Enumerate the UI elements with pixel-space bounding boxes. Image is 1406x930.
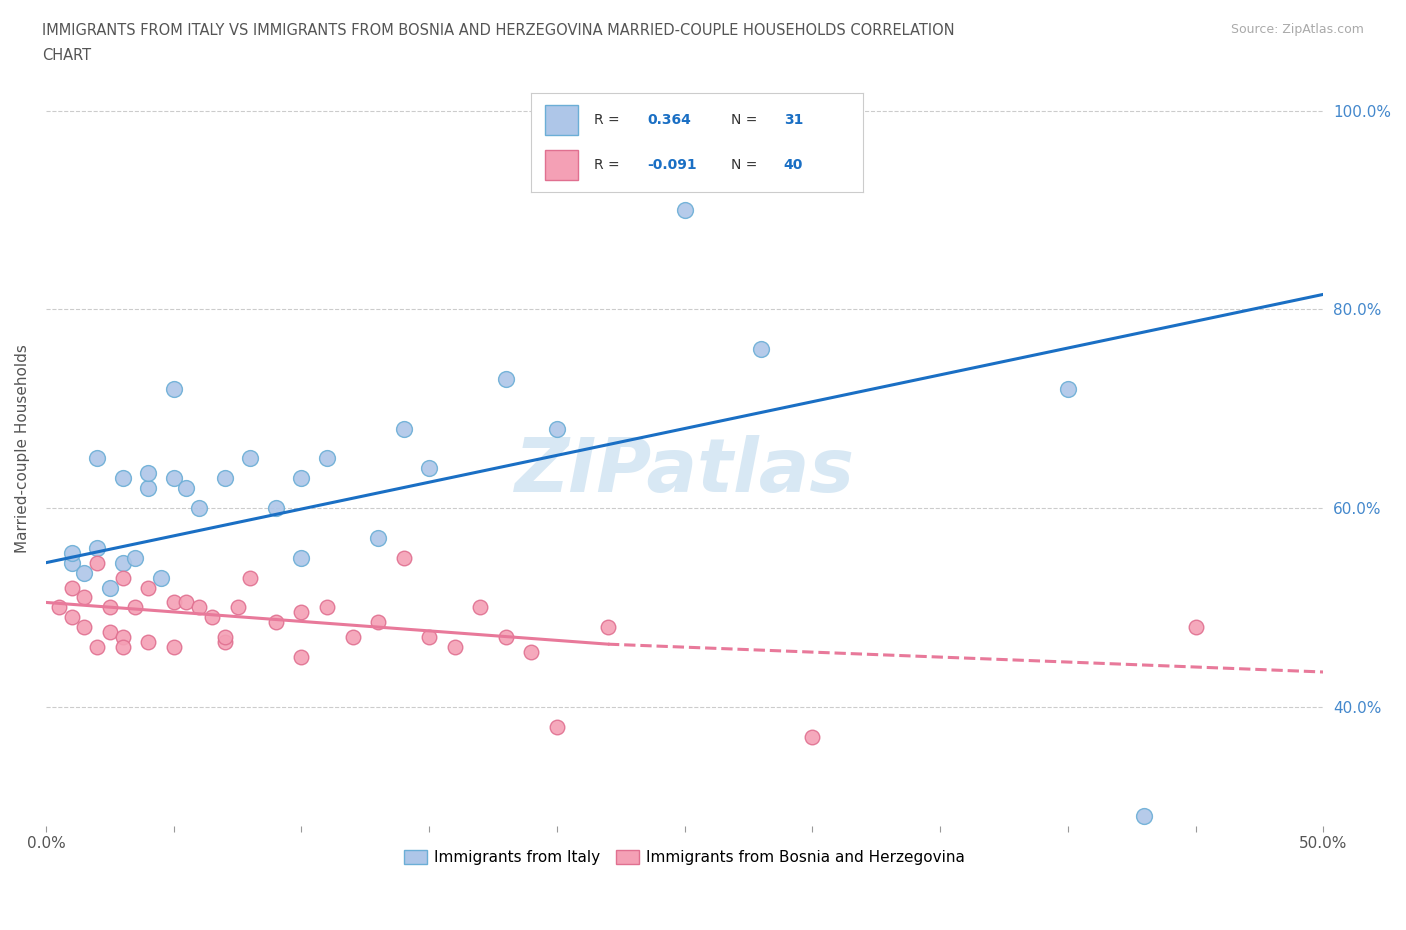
Point [264, 615, 287, 630]
Point [60, 580, 83, 595]
Point [214, 630, 236, 644]
Point [1184, 619, 1206, 634]
Point [290, 650, 312, 665]
Point [124, 551, 146, 565]
Point [136, 466, 159, 481]
Point [73, 590, 96, 604]
Point [214, 471, 236, 485]
Point [342, 630, 364, 644]
Point [60, 555, 83, 570]
Point [73, 565, 96, 580]
Point [111, 640, 134, 655]
Text: Source: ZipAtlas.com: Source: ZipAtlas.com [1230, 23, 1364, 36]
Point [111, 555, 134, 570]
Point [495, 630, 517, 644]
Point [495, 371, 517, 386]
Point [86, 640, 108, 655]
Point [1056, 381, 1078, 396]
Point [264, 500, 287, 515]
Point [596, 619, 619, 634]
Point [470, 600, 492, 615]
Point [48, 600, 70, 615]
Point [290, 604, 312, 619]
Point [98, 580, 121, 595]
Point [188, 500, 211, 515]
Point [214, 635, 236, 650]
Legend: Immigrants from Italy, Immigrants from Bosnia and Herzegovina: Immigrants from Italy, Immigrants from B… [398, 844, 972, 871]
Point [163, 640, 186, 655]
Text: ZIPatlas: ZIPatlas [515, 434, 855, 508]
Point [86, 540, 108, 555]
Point [392, 421, 415, 436]
Point [801, 729, 824, 744]
Point [136, 635, 159, 650]
Point [86, 555, 108, 570]
Point [316, 451, 339, 466]
Point [176, 481, 198, 496]
Point [749, 341, 772, 356]
Point [367, 615, 389, 630]
Point [226, 600, 249, 615]
Point [290, 471, 312, 485]
Point [546, 421, 568, 436]
Point [60, 610, 83, 625]
Point [239, 570, 262, 585]
Y-axis label: Married-couple Households: Married-couple Households [15, 344, 30, 552]
Point [316, 600, 339, 615]
Point [418, 461, 440, 476]
Point [111, 471, 134, 485]
Point [392, 551, 415, 565]
Point [188, 600, 211, 615]
Point [136, 481, 159, 496]
Point [98, 625, 121, 640]
Point [443, 640, 465, 655]
Point [546, 719, 568, 734]
Point [290, 551, 312, 565]
Point [239, 451, 262, 466]
Point [60, 545, 83, 560]
Point [176, 595, 198, 610]
Point [1133, 808, 1156, 823]
Point [201, 610, 224, 625]
Point [111, 630, 134, 644]
Text: IMMIGRANTS FROM ITALY VS IMMIGRANTS FROM BOSNIA AND HERZEGOVINA MARRIED-COUPLE H: IMMIGRANTS FROM ITALY VS IMMIGRANTS FROM… [42, 23, 955, 38]
Point [673, 203, 696, 218]
Point [124, 600, 146, 615]
Point [163, 471, 186, 485]
Point [73, 619, 96, 634]
Point [163, 381, 186, 396]
Point [520, 644, 543, 659]
Point [418, 630, 440, 644]
Point [86, 451, 108, 466]
Point [98, 600, 121, 615]
Text: CHART: CHART [42, 48, 91, 63]
Point [163, 595, 186, 610]
Point [367, 530, 389, 545]
Point [149, 570, 172, 585]
Point [136, 580, 159, 595]
Point [111, 570, 134, 585]
